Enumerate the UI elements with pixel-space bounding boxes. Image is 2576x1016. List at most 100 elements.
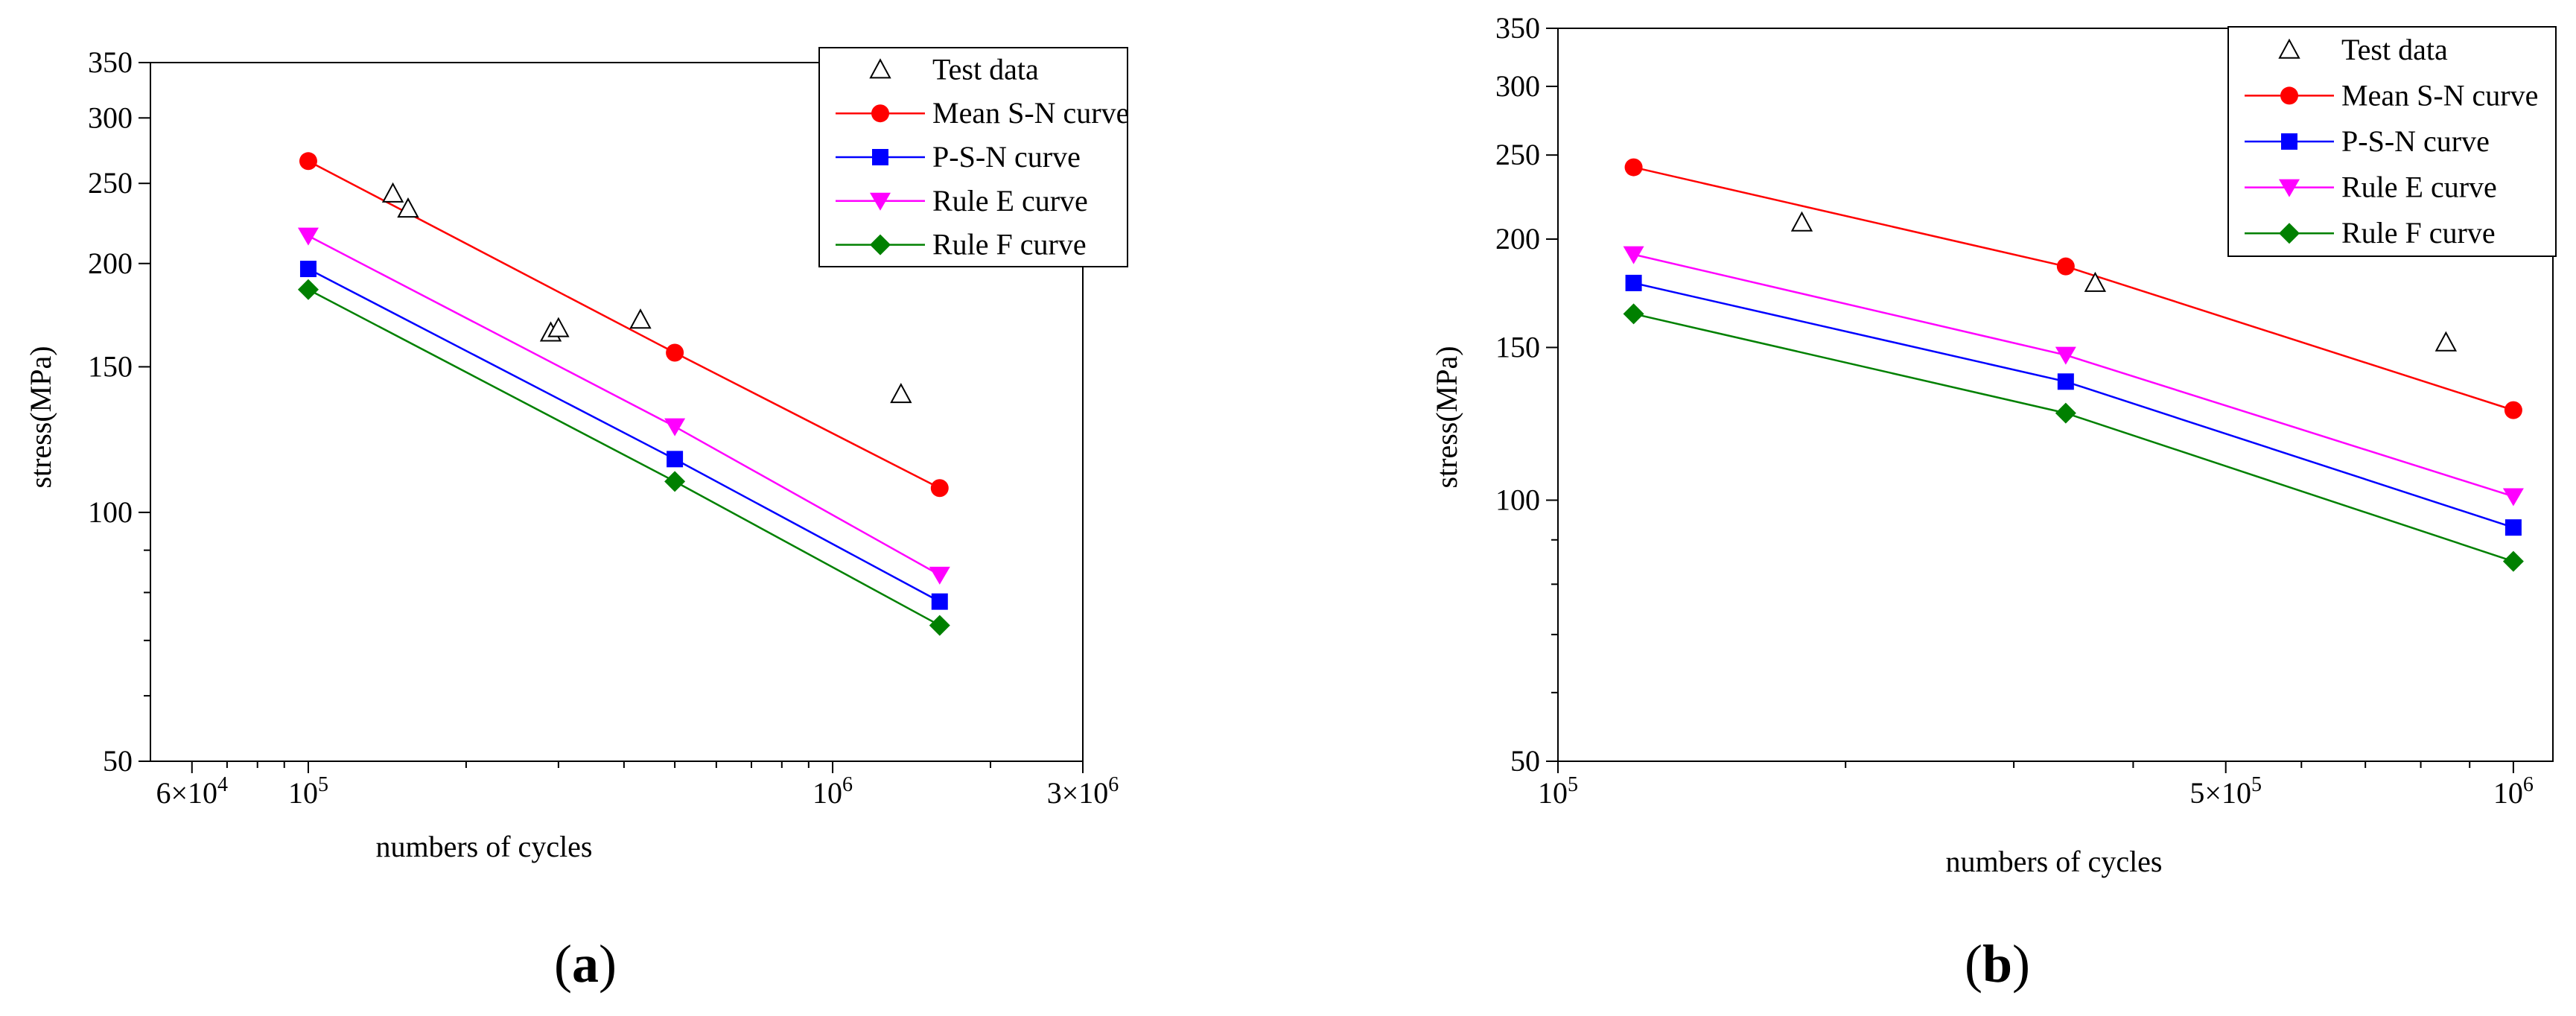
y-tick-label: 250 — [1495, 138, 1540, 171]
legend-rule-f-curve-marker — [2279, 223, 2300, 244]
legend-p-s-n-curve-marker — [872, 149, 888, 165]
y-axis-title: stress(MPa) — [24, 346, 57, 488]
legend-p-s-n-curve-label: P-S-N curve — [2341, 124, 2490, 158]
legend-rule-e-curve-label: Rule E curve — [932, 184, 1088, 218]
x-tick-label: 5×105 — [2189, 773, 2262, 810]
mean-s-n-curve-point — [666, 343, 684, 362]
rule-f-curve-point — [2055, 402, 2076, 424]
p-s-n-curve-point — [2505, 519, 2522, 536]
x-tick-label: 106 — [2493, 773, 2534, 810]
y-tick-label: 200 — [88, 247, 133, 280]
panel-label: (a) — [554, 934, 617, 994]
rule-f-curve-point — [664, 471, 686, 492]
x-tick-label: 105 — [288, 773, 328, 810]
test-data-point — [1790, 211, 1813, 232]
legend-mean-s-n-curve-label: Mean S-N curve — [932, 96, 1129, 130]
legend-test-data-label: Test data — [932, 52, 1039, 86]
y-tick-label: 350 — [88, 45, 133, 79]
x-axis-title: numbers of cycles — [375, 830, 592, 863]
test-data-point — [2084, 271, 2107, 292]
rule-f-curve-point — [929, 615, 950, 636]
rule-f-curve-line — [308, 288, 941, 626]
y-tick-label: 150 — [1495, 330, 1540, 363]
test-data-point — [381, 182, 404, 203]
rule-e-curve-point — [297, 227, 319, 246]
p-s-n-curve-point — [2057, 373, 2074, 390]
y-axis-title: stress(MPa) — [1430, 346, 1463, 488]
x-tick-label: 3×106 — [1047, 773, 1119, 810]
p-s-n-curve-line — [1633, 282, 2514, 529]
mean-s-n-curve-point — [2504, 401, 2522, 419]
y-tick-label: 50 — [1510, 744, 1540, 778]
y-tick-label: 50 — [103, 744, 133, 778]
x-tick-exponent: 6 — [1108, 773, 1119, 796]
legend-test-data-marker — [2278, 38, 2300, 59]
p-s-n-curve-point — [1625, 274, 1642, 291]
x-tick-exponent: 5 — [318, 773, 328, 796]
rule-f-curve-point — [2502, 550, 2524, 572]
legend-p-s-n-curve-label: P-S-N curve — [932, 140, 1081, 174]
plot-area-frame — [1557, 28, 2554, 762]
test-data-point — [890, 383, 912, 404]
x-tick-exponent: 6 — [842, 773, 853, 796]
rule-e-curve-point — [2502, 488, 2524, 507]
x-tick-exponent: 6 — [2523, 773, 2534, 796]
legend-rule-f-curve-label: Rule F curve — [932, 228, 1087, 261]
p-s-n-curve-point — [667, 451, 684, 468]
legend: Test data Mean S-N curve P-S-N curve Rule E… — [2227, 26, 2557, 257]
y-tick-label: 100 — [1495, 483, 1540, 516]
legend-test-data-marker — [869, 58, 891, 79]
p-s-n-curve-point — [931, 593, 948, 610]
test-data-point — [397, 197, 419, 218]
test-data-point — [629, 308, 652, 329]
plot-area-frame — [150, 62, 1084, 762]
rule-f-curve-point — [1623, 303, 1644, 325]
legend-test-data-label: Test data — [2341, 33, 2448, 66]
test-data-point — [2435, 331, 2458, 352]
y-tick-label: 200 — [1495, 222, 1540, 255]
x-tick-label: 6×104 — [156, 773, 228, 810]
panel-a-chart: 6×104 105 106 3×106 50 100 150 200 250 300 350 Tes… — [24, 45, 1129, 994]
panel-label: (b) — [1965, 934, 2030, 994]
legend-rule-e-curve-label: Rule E curve — [2341, 171, 2497, 204]
mean-s-n-curve-point — [930, 479, 949, 498]
mean-s-n-curve-point — [2056, 257, 2075, 276]
y-tick-label: 250 — [88, 166, 133, 200]
rule-f-curve-point — [297, 279, 319, 300]
y-tick-label: 150 — [88, 349, 133, 383]
x-tick-label: 106 — [812, 773, 853, 810]
rule-e-curve-point — [664, 418, 686, 436]
rule-e-curve-point — [2055, 346, 2076, 365]
x-tick-exponent: 4 — [217, 773, 228, 796]
y-tick-label: 300 — [1495, 69, 1540, 103]
rule-e-curve-point — [1623, 246, 1644, 264]
y-tick-label: 350 — [1495, 11, 1540, 45]
x-axis-title: numbers of cycles — [1945, 845, 2162, 878]
legend-box — [818, 47, 1128, 267]
legend-rule-f-curve-label: Rule F curve — [2341, 216, 2496, 250]
legend-mean-s-n-curve-label: Mean S-N curve — [2341, 78, 2538, 112]
legend-mean-s-n-curve-marker — [871, 104, 889, 123]
y-tick-label: 100 — [88, 495, 133, 529]
legend-rule-e-curve-marker — [870, 192, 891, 211]
panel-label-letter: b — [1982, 934, 2012, 994]
legend-rule-e-curve-marker — [2279, 179, 2300, 197]
mean-s-n-curve-point — [1624, 158, 1643, 177]
legend-rule-f-curve-marker — [870, 234, 891, 255]
x-tick-exponent: 5 — [2251, 773, 2262, 796]
x-tick-label: 105 — [1538, 773, 1578, 810]
test-data-point — [547, 317, 570, 337]
p-s-n-curve-line — [308, 267, 941, 603]
mean-s-n-curve-point — [299, 152, 317, 171]
p-s-n-curve-point — [299, 261, 317, 278]
rule-e-curve-point — [929, 566, 950, 585]
legend-mean-s-n-curve-marker — [2280, 86, 2298, 105]
panel-label-letter: a — [572, 934, 599, 994]
rule-e-curve-line — [308, 235, 941, 577]
y-tick-label: 300 — [88, 101, 133, 134]
x-tick-exponent: 5 — [1568, 773, 1578, 796]
legend: Test data Mean S-N curve P-S-N curve Rule E… — [818, 47, 1129, 267]
legend-p-s-n-curve-marker — [2281, 133, 2297, 150]
panel-b-chart: 105 5×105 106 50 100 150 200 250 300 350 Test dat… — [1430, 11, 2557, 994]
